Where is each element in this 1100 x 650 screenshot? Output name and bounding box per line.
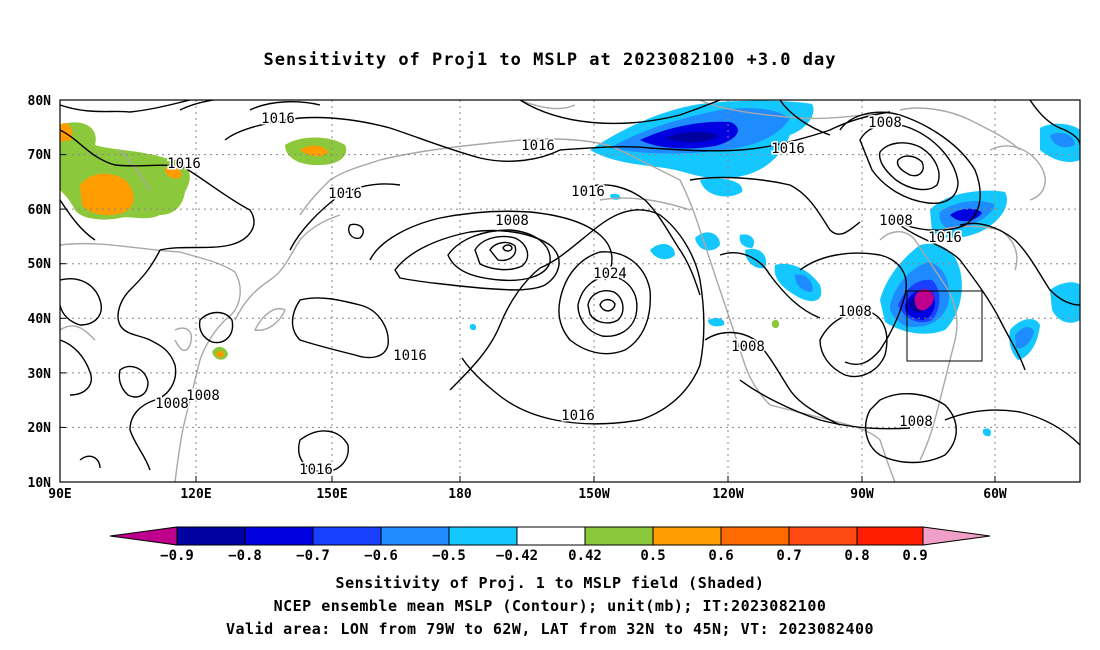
positive-region <box>80 173 134 216</box>
negative-region <box>795 274 813 292</box>
colorbar-label-group: −0.9 −0.8 −0.7 −0.6 −0.5 −0.42 0.42 0.5 … <box>160 548 928 564</box>
sensitivity-shading <box>60 100 1080 437</box>
contour-label: 1016 <box>571 184 605 200</box>
axis-ticks <box>60 99 996 482</box>
coastlines <box>60 100 1046 482</box>
lon-label: 90W <box>850 487 874 502</box>
colorbar-label: −0.9 <box>160 548 194 564</box>
lon-label: 180 <box>448 487 472 502</box>
colorbar-swatch <box>176 526 246 546</box>
negative-region <box>708 317 725 327</box>
colorbar-swatch <box>516 526 586 546</box>
negative-region <box>739 234 755 248</box>
lat-label: 10N <box>28 476 52 491</box>
positive-region <box>165 167 182 179</box>
lat-label-group: 80N 70N 60N 50N 40N 30N 20N 10N <box>28 94 52 491</box>
lat-label: 30N <box>28 367 52 382</box>
negative-region <box>914 289 934 311</box>
lon-label: 120E <box>180 487 211 502</box>
lon-label: 90E <box>48 487 71 502</box>
colorbar-left-arrow <box>109 526 178 546</box>
colorbar-swatch <box>652 526 722 546</box>
negative-region <box>1050 133 1075 148</box>
colorbar-swatch <box>788 526 858 546</box>
contour-label: 1016 <box>771 141 805 157</box>
colorbar-label: −0.8 <box>228 548 262 564</box>
positive-region <box>60 123 73 142</box>
negative-region <box>700 178 743 197</box>
contour-label: 1008 <box>868 115 902 131</box>
lat-label: 60N <box>28 203 52 218</box>
negative-region <box>695 232 720 251</box>
colorbar-right-arrow <box>922 526 991 546</box>
lon-label-group: 90E 120E 150E 180 150W 120W 90W 60W <box>48 487 1007 502</box>
contour-label: 1016 <box>393 348 427 364</box>
contour-label: 1016 <box>521 138 555 154</box>
colorbar-swatch <box>312 526 382 546</box>
colorbar-swatch <box>720 526 790 546</box>
negative-region <box>650 243 675 260</box>
negative-region <box>1015 327 1034 349</box>
colorbar-label: 0.7 <box>776 548 801 564</box>
lon-label: 60W <box>983 487 1007 502</box>
negative-region <box>665 131 718 143</box>
colorbar-label: −0.42 <box>496 548 538 564</box>
colorbar-label: 0.9 <box>902 548 927 564</box>
lon-label: 150W <box>578 487 609 502</box>
contour-label: 1016 <box>261 111 295 127</box>
colorbar-swatch <box>448 526 518 546</box>
valid-area-box <box>906 290 983 362</box>
negative-region <box>982 428 991 437</box>
contour-label: 1008 <box>155 396 189 412</box>
contour-label: 1008 <box>731 339 765 355</box>
negative-region <box>469 323 477 331</box>
colorbar <box>109 526 991 546</box>
positive-region <box>216 350 224 358</box>
figure-title: Sensitivity of Proj1 to MSLP at 20230821… <box>263 50 837 70</box>
colorbar-label: −0.5 <box>432 548 466 564</box>
lon-label: 120W <box>712 487 743 502</box>
lat-label: 40N <box>28 312 52 327</box>
colorbar-swatch <box>380 526 450 546</box>
lat-label: 70N <box>28 148 52 163</box>
contour-label-group: 1016 1016 1016 1016 1016 1016 1016 1016 … <box>154 110 964 480</box>
caption-line-1: Sensitivity of Proj. 1 to MSLP field (Sh… <box>335 574 765 592</box>
colorbar-label: −0.6 <box>364 548 398 564</box>
contour-label: 1016 <box>167 156 201 172</box>
contour-label: 1008 <box>838 304 872 320</box>
contour-label: 1016 <box>299 462 333 478</box>
contour-label: 1016 <box>561 408 595 424</box>
contour-label: 1024 <box>593 266 627 282</box>
lat-label: 80N <box>28 94 52 109</box>
lat-label: 20N <box>28 421 52 436</box>
caption-line-2: NCEP ensemble mean MSLP (Contour); unit(… <box>273 597 827 615</box>
contour-label: 1008 <box>879 213 913 229</box>
positive-region <box>300 145 328 157</box>
colorbar-label: 0.5 <box>640 548 665 564</box>
colorbar-label: 0.6 <box>708 548 733 564</box>
colorbar-swatch <box>244 526 314 546</box>
colorbar-label: 0.8 <box>844 548 869 564</box>
negative-region <box>950 208 982 222</box>
caption-line-3: Valid area: LON from 79W to 62W, LAT fro… <box>225 620 875 638</box>
lon-label: 150E <box>316 487 347 502</box>
contour-label: 1016 <box>928 230 962 246</box>
colorbar-swatch <box>856 526 924 546</box>
lat-label: 50N <box>28 257 52 272</box>
mslp-contours <box>60 100 1080 473</box>
contour-label: 1008 <box>495 213 529 229</box>
contour-label: 1008 <box>899 414 933 430</box>
colorbar-swatch <box>584 526 654 546</box>
colorbar-label: −0.7 <box>296 548 330 564</box>
negative-region <box>1050 282 1080 323</box>
contour-label: 1016 <box>328 186 362 202</box>
positive-region <box>771 319 780 329</box>
contour-label: 1008 <box>186 388 220 404</box>
map-frame <box>59 99 1081 483</box>
colorbar-label: 0.42 <box>568 548 602 564</box>
